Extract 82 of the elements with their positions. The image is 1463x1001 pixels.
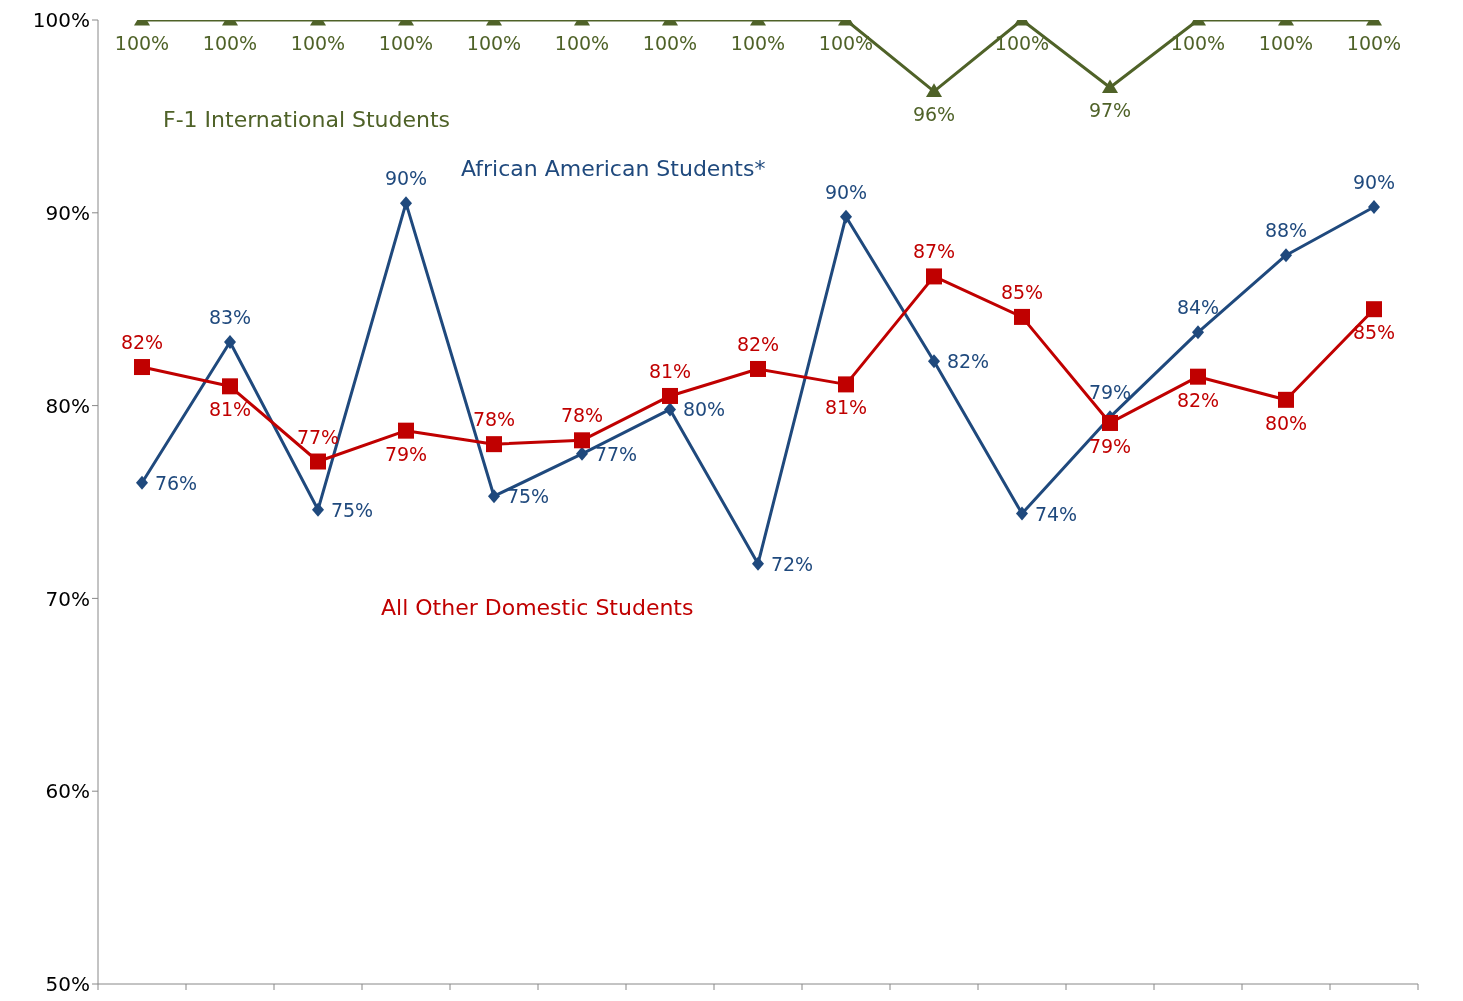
point: [222, 378, 238, 395]
y-tick-label: 70%: [45, 586, 90, 611]
y-tick-label: 60%: [45, 779, 90, 804]
data-label: 79%: [1088, 381, 1132, 404]
data-label: 90%: [384, 167, 428, 190]
data-label: 75%: [330, 498, 374, 521]
point: [398, 422, 414, 439]
y-tick-label: 50%: [45, 972, 90, 997]
data-label: 100%: [466, 32, 522, 54]
data-label: 82%: [120, 331, 164, 354]
point: [400, 196, 412, 211]
point: [574, 432, 590, 449]
data-label: 87%: [912, 240, 956, 263]
point: [750, 360, 766, 377]
point: [1280, 248, 1292, 263]
data-label: 79%: [384, 442, 428, 465]
point: [752, 556, 764, 571]
data-label: 100%: [378, 32, 434, 54]
data-label: 77%: [594, 442, 638, 465]
point: [1016, 506, 1028, 521]
point: [1368, 200, 1380, 215]
point: [1366, 301, 1382, 318]
data-label: 75%: [506, 485, 550, 508]
point: [134, 359, 150, 376]
data-label: 82%: [736, 332, 780, 355]
data-label: 76%: [154, 471, 198, 494]
data-label: 84%: [1176, 296, 1220, 319]
text: F-1 International Students: [163, 107, 451, 132]
point: [928, 354, 940, 369]
data-label: 100%: [818, 32, 874, 54]
point: [224, 334, 236, 349]
text: African American Students*: [461, 156, 766, 181]
point: [136, 475, 148, 490]
point: [576, 446, 588, 461]
data-label: 78%: [560, 404, 604, 427]
data-label: 82%: [1176, 388, 1220, 411]
text: All Other Domestic Students: [381, 595, 694, 620]
point: [1102, 414, 1118, 431]
point: [926, 268, 942, 285]
point: [664, 402, 676, 417]
point: [312, 502, 324, 517]
y-tick-label: 80%: [45, 393, 90, 418]
data-label: 100%: [1258, 32, 1314, 54]
point: [1014, 308, 1030, 325]
data-label: 97%: [1088, 99, 1132, 122]
data-label: 78%: [472, 408, 516, 431]
point: [1192, 325, 1204, 340]
data-label: 80%: [1264, 411, 1308, 434]
data-label: 81%: [824, 396, 868, 419]
point: [840, 209, 852, 224]
data-label: 82%: [946, 350, 990, 373]
data-label: 100%: [290, 32, 346, 54]
data-label: 81%: [648, 359, 692, 382]
data-label: 90%: [824, 180, 868, 203]
data-label: 77%: [296, 425, 340, 448]
data-label: 90%: [1352, 171, 1396, 194]
data-label: 85%: [1000, 280, 1044, 303]
point: [310, 453, 326, 470]
data-label: 83%: [208, 305, 252, 328]
data-label: 79%: [1088, 434, 1132, 457]
data-label: 100%: [642, 32, 698, 54]
y-tick-label: 100%: [32, 8, 90, 33]
point: [662, 387, 678, 404]
data-label: 100%: [554, 32, 610, 54]
data-label: 100%: [994, 32, 1050, 54]
data-label: 100%: [1170, 32, 1226, 54]
data-label: 100%: [114, 32, 170, 54]
point: [488, 489, 500, 504]
y-tick-label: 90%: [45, 200, 90, 225]
data-label: 81%: [208, 398, 252, 421]
data-label: 74%: [1034, 502, 1078, 525]
data-label: 80%: [682, 398, 726, 421]
point: [838, 376, 854, 393]
data-label: 100%: [730, 32, 786, 54]
data-label: 96%: [912, 103, 956, 126]
data-label: 88%: [1264, 219, 1308, 242]
data-label: 72%: [770, 552, 814, 575]
point: [1278, 391, 1294, 408]
data-label: 100%: [202, 32, 258, 54]
point: [486, 436, 502, 453]
point: [1190, 368, 1206, 385]
data-label: 100%: [1346, 32, 1402, 54]
